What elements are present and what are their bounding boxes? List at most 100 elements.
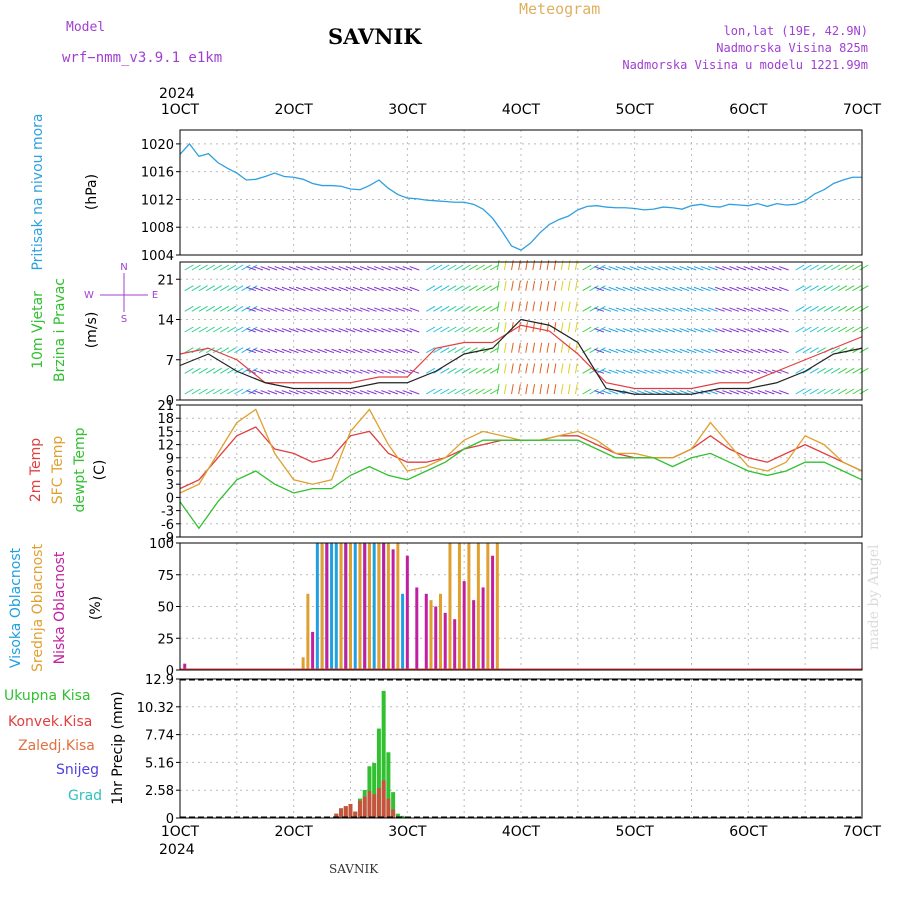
wind-barb bbox=[809, 388, 819, 395]
wind-barb bbox=[241, 326, 251, 333]
wind-barb bbox=[816, 264, 826, 271]
wind-barb bbox=[518, 363, 521, 374]
wind-barb bbox=[636, 328, 647, 333]
precip-bar bbox=[372, 763, 377, 818]
wind-barb bbox=[845, 285, 855, 292]
wind-barb bbox=[816, 367, 826, 374]
precip-bar bbox=[367, 791, 372, 818]
precip-legend-1: Konvek.Kisa bbox=[8, 714, 92, 730]
wind-barb bbox=[518, 384, 521, 395]
cloud-bar bbox=[476, 543, 480, 670]
wind-barb bbox=[511, 301, 514, 312]
wind-barb bbox=[608, 328, 619, 333]
wind-barb bbox=[608, 286, 619, 292]
wind-barb bbox=[615, 348, 626, 354]
wind-barb bbox=[426, 264, 436, 271]
cloud-bar bbox=[377, 543, 381, 670]
y-tick-label: 1020 bbox=[141, 138, 174, 153]
wind-barb bbox=[246, 307, 256, 312]
cloud-bar bbox=[491, 555, 495, 670]
wind-barb bbox=[184, 305, 194, 312]
model-label: Model bbox=[66, 20, 106, 35]
wind-barb bbox=[331, 348, 342, 354]
wind-barb bbox=[267, 328, 278, 333]
wind-barb bbox=[310, 369, 320, 374]
wind-barb bbox=[771, 286, 782, 292]
y-tick-label: 5.16 bbox=[145, 756, 174, 771]
wind-barb bbox=[764, 266, 775, 271]
wind-barb bbox=[366, 348, 377, 354]
wind-barb bbox=[589, 264, 599, 271]
wind-barb bbox=[743, 369, 754, 374]
cloud-bar bbox=[434, 606, 438, 670]
wind-barb bbox=[596, 367, 606, 374]
wind-barb bbox=[672, 307, 683, 312]
wind-barb bbox=[651, 307, 661, 312]
wind-barb bbox=[345, 286, 356, 292]
wind-barb bbox=[525, 342, 528, 353]
wind-barb bbox=[644, 266, 654, 271]
y-tick-label: 100 bbox=[149, 537, 174, 552]
wind-barb bbox=[567, 301, 571, 312]
x-tick-label-top: 2OCT bbox=[275, 102, 314, 118]
wind-barb bbox=[809, 326, 819, 333]
y-tick-label: 18 bbox=[157, 412, 174, 427]
precip-legend-0: Ukupna Kisa bbox=[4, 688, 91, 704]
wind-barb bbox=[241, 264, 251, 271]
y-tick-label: 75 bbox=[157, 569, 174, 584]
wind-barb bbox=[729, 369, 740, 374]
wind-barb bbox=[433, 285, 443, 292]
wind-barb bbox=[816, 347, 826, 354]
station-title: SAVNIK bbox=[328, 24, 422, 49]
wind-barb bbox=[743, 390, 754, 395]
wind-barb bbox=[511, 384, 514, 395]
cloud-bar bbox=[344, 543, 348, 670]
wind-barb bbox=[665, 286, 676, 292]
wind-barb bbox=[198, 367, 208, 374]
wind-barb bbox=[729, 307, 740, 312]
cloud-bar bbox=[353, 543, 357, 670]
wind-barb bbox=[395, 328, 406, 333]
wind-barb bbox=[274, 390, 285, 395]
wind-barb bbox=[191, 285, 201, 292]
precip-bar bbox=[353, 811, 358, 818]
cloud-bar bbox=[462, 581, 466, 670]
wind-barb bbox=[267, 286, 278, 292]
wind-barb bbox=[636, 286, 647, 292]
wind-barb bbox=[395, 307, 406, 312]
wind-barb bbox=[560, 322, 564, 333]
wind-barb bbox=[539, 301, 543, 312]
cloud-bar bbox=[443, 612, 447, 670]
wind-barb bbox=[281, 328, 292, 333]
wind-barb bbox=[426, 285, 436, 292]
wind-barb bbox=[644, 307, 654, 312]
wind-barb bbox=[615, 328, 626, 333]
wind-barb bbox=[198, 326, 208, 333]
wind-barb bbox=[715, 369, 725, 374]
wind-gust-line bbox=[179, 324, 863, 390]
wind-barb bbox=[317, 266, 327, 271]
panel-frame bbox=[179, 129, 863, 256]
wind-barb bbox=[303, 348, 313, 354]
wind-barb bbox=[212, 285, 223, 292]
wind-barb bbox=[795, 285, 805, 292]
wind-barb bbox=[212, 347, 223, 354]
wind-barb bbox=[622, 266, 633, 271]
wind-barb bbox=[707, 286, 718, 292]
wind-barb bbox=[830, 264, 841, 271]
wind-barb bbox=[795, 367, 805, 374]
wind-barb bbox=[601, 328, 612, 333]
precip-bar bbox=[381, 690, 386, 818]
wind-barb bbox=[795, 388, 805, 395]
wind-barb bbox=[582, 367, 592, 374]
wind-barb bbox=[212, 388, 223, 395]
precip-legend-2: Zaledj.Kisa bbox=[18, 738, 95, 754]
wind-barb bbox=[838, 347, 848, 354]
wind-barb bbox=[596, 285, 606, 292]
cloud-bar bbox=[367, 543, 371, 670]
wind-barb bbox=[310, 328, 320, 333]
wind-barb bbox=[859, 367, 869, 374]
wind-barb bbox=[503, 342, 507, 353]
y-tick-label: 14 bbox=[157, 314, 174, 329]
wind-barb bbox=[234, 305, 244, 312]
